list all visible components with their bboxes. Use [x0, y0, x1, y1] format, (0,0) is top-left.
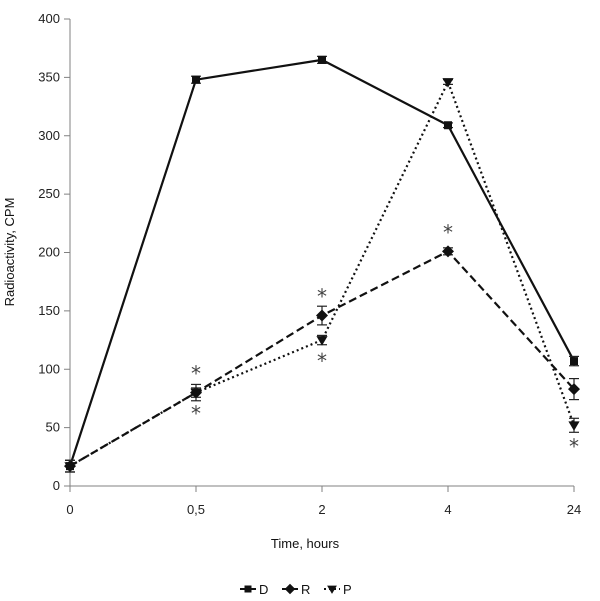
- data-point-D: [570, 357, 578, 366]
- data-point-P: [568, 421, 580, 431]
- legend-label: R: [301, 582, 310, 597]
- y-tick-label: 0: [53, 478, 60, 493]
- x-tick-label: 0,5: [187, 502, 205, 517]
- series-line-P: [69, 80, 576, 468]
- significance-asterisk: *: [317, 285, 327, 309]
- significance-asterisk: *: [191, 362, 201, 386]
- x-tick-label: 0: [66, 502, 73, 517]
- data-point-R: [442, 245, 454, 258]
- y-tick-label: 150: [38, 303, 60, 318]
- significance-asterisk: *: [443, 220, 453, 244]
- legend-item-R: R: [282, 582, 310, 597]
- y-tick-label: 50: [46, 420, 60, 435]
- y-tick-label: 200: [38, 245, 60, 260]
- data-point-P: [442, 78, 454, 88]
- data-point-R: [316, 309, 328, 322]
- y-tick-label: 100: [38, 361, 60, 376]
- series-P: [64, 78, 580, 473]
- significance-asterisk: *: [317, 349, 327, 373]
- y-tick-label: 350: [38, 69, 60, 84]
- data-point-P: [190, 388, 202, 399]
- x-axis-title: Time, hours: [271, 536, 340, 551]
- series-D: [65, 55, 579, 473]
- legend-label: D: [259, 582, 268, 597]
- chart-series: [64, 55, 580, 473]
- legend-item-D: D: [240, 582, 268, 597]
- data-point-D: [192, 75, 200, 84]
- significance-asterisk: *: [569, 434, 579, 458]
- data-point-P: [316, 336, 328, 346]
- chart-annotations: * * * * * *: [191, 220, 579, 458]
- legend-marker: [284, 583, 296, 595]
- x-tick-label: 2: [318, 502, 325, 517]
- data-point-D: [318, 55, 326, 64]
- x-tick-label: 4: [444, 502, 451, 517]
- y-tick-label: 300: [38, 128, 60, 143]
- series-line-D: [68, 58, 575, 467]
- legend-label: P: [343, 582, 352, 597]
- x-tick-label: 24: [567, 502, 581, 517]
- data-point-D: [444, 121, 452, 130]
- y-tick-label: 400: [38, 11, 60, 26]
- legend-item-P: P: [324, 582, 352, 597]
- significance-asterisk: *: [191, 402, 201, 426]
- y-tick-label: 250: [38, 186, 60, 201]
- legend-marker: [244, 585, 252, 593]
- data-point-R: [568, 383, 580, 396]
- data-point-P: [64, 462, 76, 472]
- y-axis-title: Radioactivity, CPM: [2, 198, 17, 307]
- legend-marker: [327, 585, 337, 594]
